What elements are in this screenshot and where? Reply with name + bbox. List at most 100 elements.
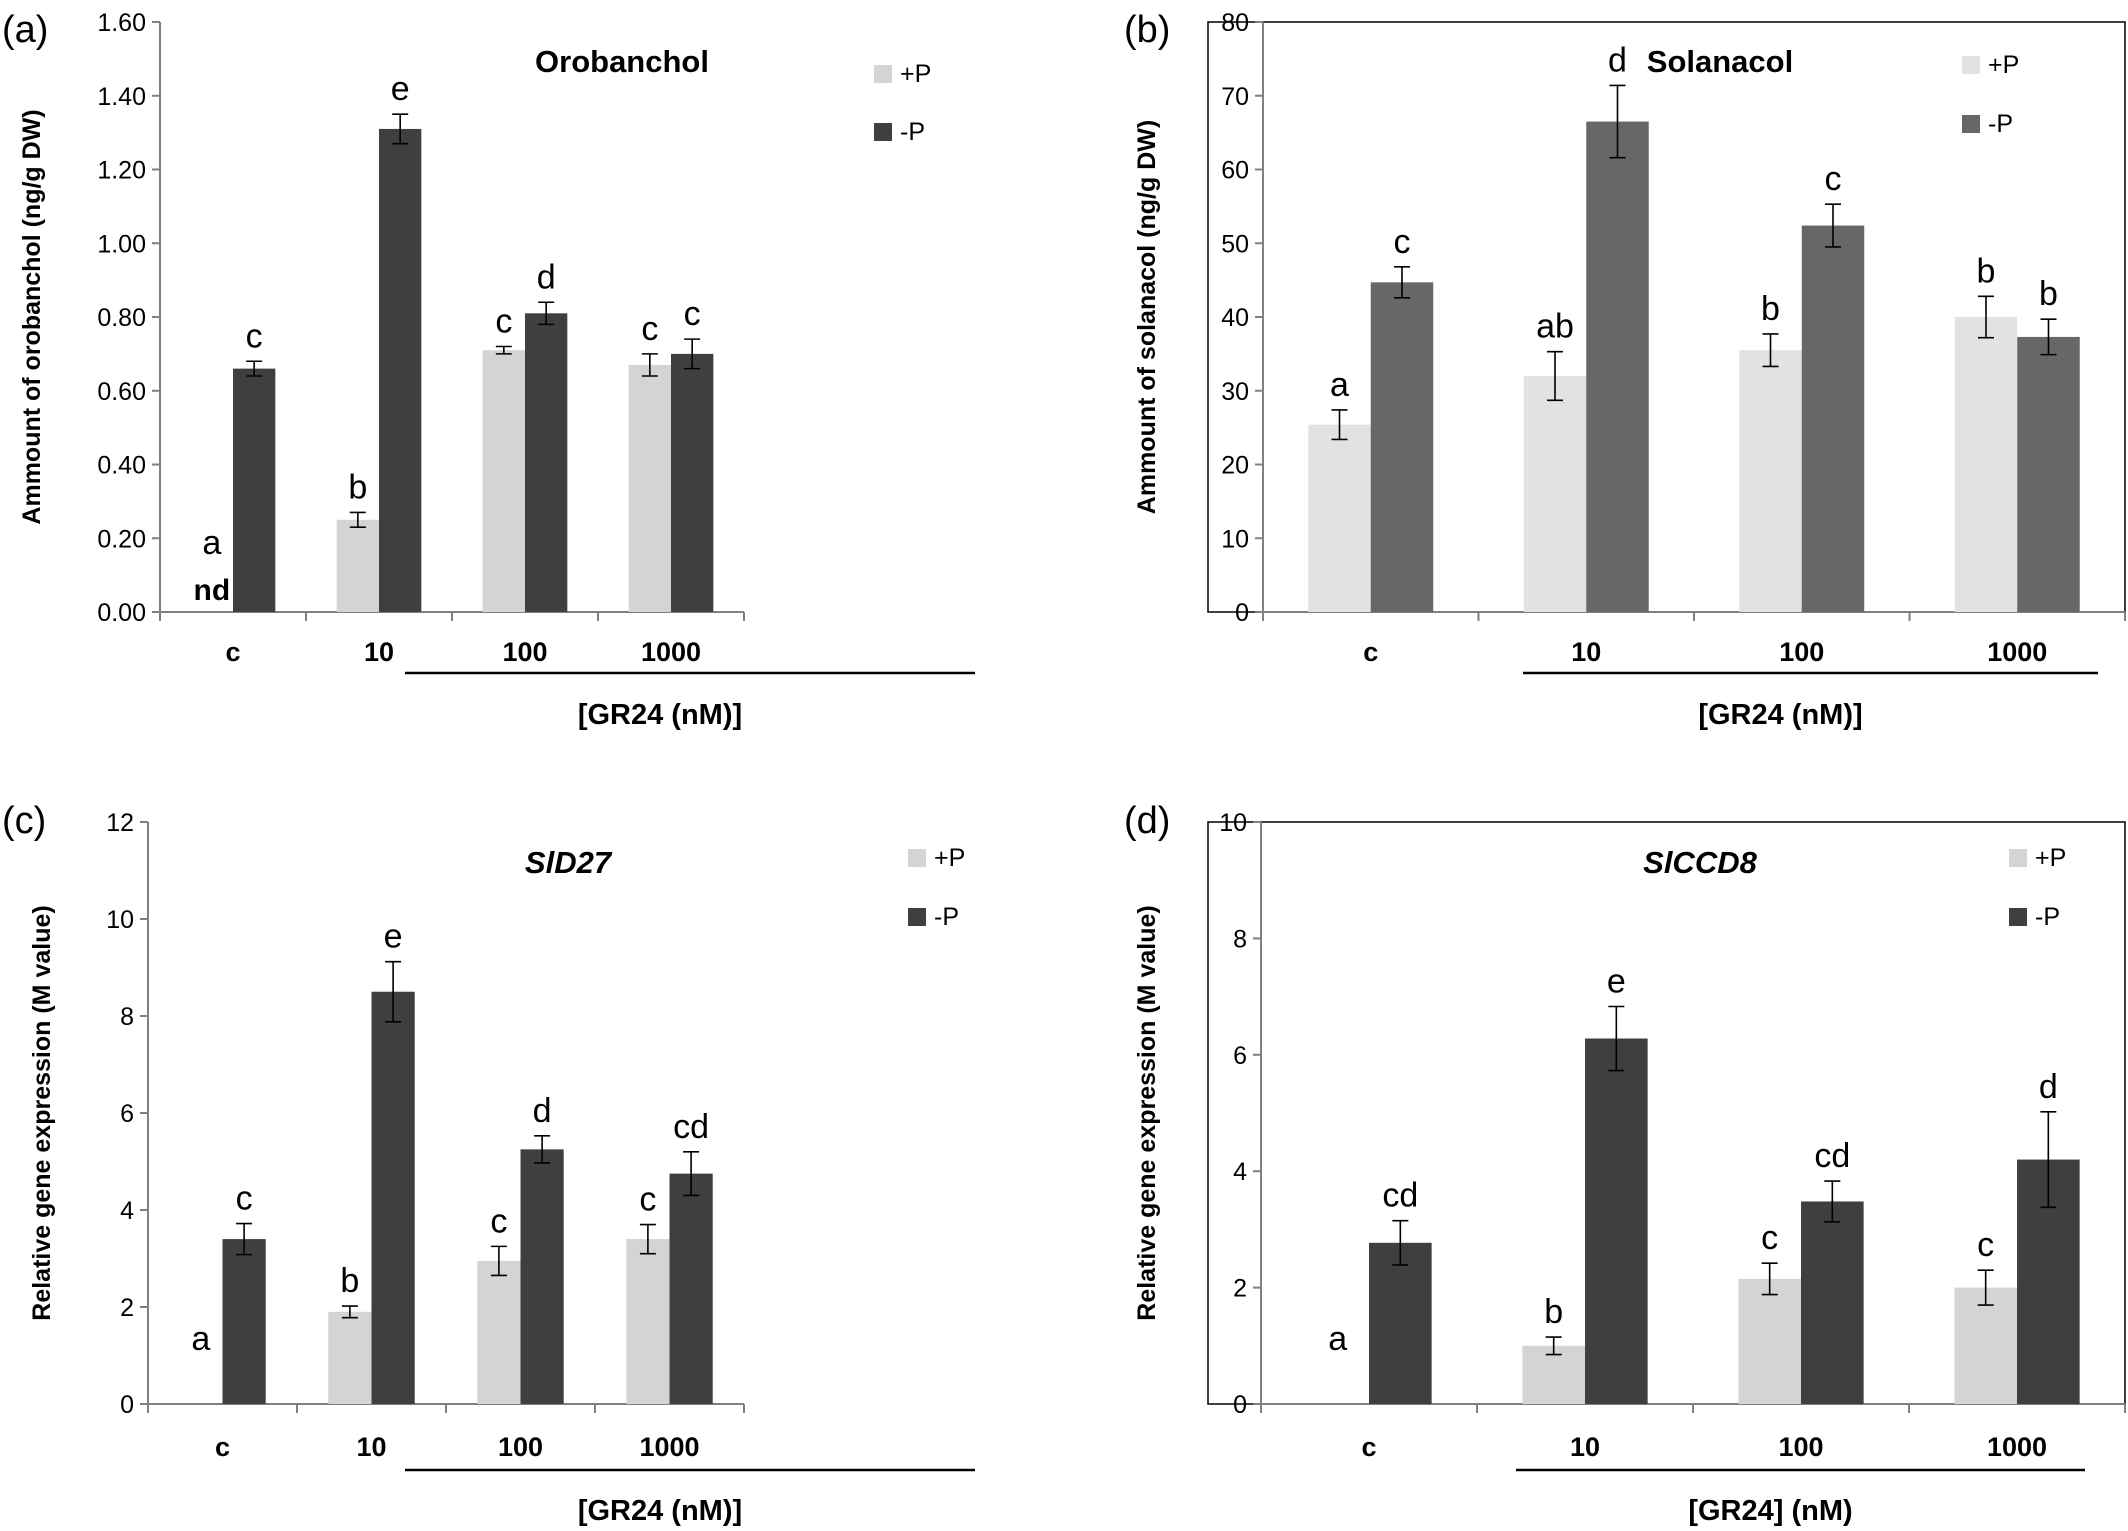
significance-letter: b bbox=[1761, 290, 1780, 328]
bar bbox=[379, 128, 422, 612]
significance-letter: c bbox=[1824, 160, 1841, 198]
legend-swatch bbox=[874, 65, 892, 83]
legend-swatch bbox=[874, 123, 892, 141]
significance-letter: cd bbox=[673, 1108, 709, 1146]
bar bbox=[477, 1260, 521, 1404]
y-tick-label: 10 bbox=[1221, 525, 1249, 553]
y-tick-label: 0.80 bbox=[97, 304, 146, 332]
y-axis-label: Ammount of solanacol (ng/g DW) bbox=[1133, 120, 1161, 514]
y-tick-label: 30 bbox=[1221, 378, 1249, 406]
y-axis-label: Relative gene expression (M value) bbox=[1133, 905, 1161, 1320]
bar bbox=[1801, 225, 1865, 613]
bar bbox=[233, 368, 276, 612]
significance-letter: d bbox=[2039, 1068, 2058, 1106]
x-category-label: 1000 bbox=[641, 637, 701, 667]
legend-swatch bbox=[908, 849, 926, 867]
significance-letter: c bbox=[684, 295, 701, 333]
y-tick-label: 0 bbox=[1235, 599, 1249, 627]
legend-label: -P bbox=[1988, 110, 2013, 138]
y-tick-label: 1.00 bbox=[97, 230, 146, 258]
significance-letter: b bbox=[348, 468, 367, 506]
x-category-label: 100 bbox=[1778, 1432, 1823, 1462]
y-tick-label: 60 bbox=[1221, 157, 1249, 185]
legend-swatch bbox=[2009, 908, 2027, 926]
y-tick-label: 0.20 bbox=[97, 525, 146, 553]
significance-letter: c bbox=[639, 1181, 656, 1219]
bar bbox=[336, 519, 379, 612]
y-tick-label: 12 bbox=[106, 809, 134, 837]
x-category-label: c bbox=[1361, 1432, 1376, 1462]
significance-letter: e bbox=[384, 918, 403, 956]
bar bbox=[671, 353, 714, 612]
significance-letter: b bbox=[1977, 252, 1996, 290]
y-tick-label: 6 bbox=[120, 1100, 134, 1128]
significance-letter: cd bbox=[1814, 1137, 1850, 1175]
bar bbox=[525, 313, 568, 612]
bar bbox=[482, 350, 525, 612]
x-category-label: c bbox=[1363, 637, 1378, 667]
bar bbox=[1801, 1201, 1864, 1404]
y-axis-label: Relative gene expression (M value) bbox=[28, 905, 56, 1320]
bar bbox=[1738, 1278, 1801, 1404]
bar bbox=[371, 991, 415, 1404]
y-tick-label: 0.40 bbox=[97, 452, 146, 480]
y-tick-label: 70 bbox=[1221, 83, 1249, 111]
not-detected-label: nd bbox=[194, 574, 231, 607]
y-tick-label: 1.40 bbox=[97, 83, 146, 111]
bar bbox=[1523, 376, 1587, 612]
significance-letter: c bbox=[1977, 1226, 1994, 1264]
x-axis-label: [GR24 (nM)] bbox=[578, 699, 742, 731]
significance-letter: ab bbox=[1536, 308, 1574, 346]
chart-title: Orobanchol bbox=[535, 44, 709, 79]
legend-label: -P bbox=[2035, 903, 2060, 931]
bar bbox=[1370, 282, 1434, 612]
legend-swatch bbox=[2009, 849, 2027, 867]
bar bbox=[328, 1311, 372, 1404]
y-tick-label: 6 bbox=[1233, 1042, 1247, 1070]
legend-label: +P bbox=[2035, 844, 2066, 872]
y-tick-label: 80 bbox=[1221, 9, 1249, 37]
bar bbox=[626, 1239, 670, 1404]
significance-letter: c bbox=[641, 310, 658, 348]
x-axis-label: [GR24 (nM)] bbox=[1698, 699, 1862, 731]
legend-label: +P bbox=[1988, 51, 2019, 79]
y-tick-label: 4 bbox=[120, 1197, 134, 1225]
significance-letter: a bbox=[1330, 366, 1349, 404]
bar bbox=[1308, 424, 1371, 612]
significance-letter: cd bbox=[1382, 1177, 1418, 1215]
significance-letter: d bbox=[1608, 41, 1627, 79]
x-category-label: 10 bbox=[1570, 1432, 1600, 1462]
significance-letter: c bbox=[495, 303, 512, 341]
y-tick-label: 10 bbox=[106, 906, 134, 934]
bar bbox=[1954, 1287, 2017, 1404]
y-tick-label: 2 bbox=[120, 1294, 134, 1322]
panel-a: 0.00 0.20 0.40 0.60 0.80 1.00 1.20 1.40 1.60 c 10 1… bbox=[2, 9, 975, 731]
panel-d: 0 2 4 6 8 10 c 10 100 1000 a b c c cd e cd d +P -P SlCCD8 Rel… bbox=[1124, 800, 2126, 1527]
chart-title: SlCCD8 bbox=[1643, 845, 1757, 880]
panel-label: (b) bbox=[1124, 9, 1170, 51]
legend-label: -P bbox=[900, 118, 925, 146]
y-tick-label: 4 bbox=[1233, 1158, 1247, 1186]
legend-label: -P bbox=[934, 903, 959, 931]
panel-label: (d) bbox=[1124, 800, 1170, 842]
x-category-label: 1000 bbox=[1987, 1432, 2047, 1462]
bar bbox=[520, 1149, 564, 1404]
significance-letter: c bbox=[246, 317, 263, 355]
y-tick-label: 1.60 bbox=[97, 9, 146, 37]
panel-label: (c) bbox=[2, 800, 46, 842]
y-tick-label: 2 bbox=[1233, 1275, 1247, 1303]
y-tick-label: 0.60 bbox=[97, 378, 146, 406]
y-tick-label: 0.00 bbox=[97, 599, 146, 627]
y-tick-label: 0 bbox=[1233, 1391, 1247, 1419]
y-tick-label: 8 bbox=[1233, 925, 1247, 953]
bar bbox=[1586, 121, 1649, 612]
x-axis-label: [GR24 (nM)] bbox=[578, 1495, 742, 1527]
x-category-label: 10 bbox=[364, 637, 394, 667]
significance-letter: b bbox=[1544, 1293, 1563, 1331]
y-tick-label: 40 bbox=[1221, 304, 1249, 332]
x-category-label: c bbox=[225, 637, 240, 667]
panel-b: 0 10 20 30 40 50 60 70 80 c 10 100 1000 a ab b b c d c b +P -P… bbox=[1124, 9, 2126, 731]
panel-c: 0 2 4 6 8 10 12 c 10 100 1000 a b c c c e d cd +P -P SlD27 Rel… bbox=[2, 800, 975, 1527]
bar bbox=[1522, 1345, 1585, 1404]
